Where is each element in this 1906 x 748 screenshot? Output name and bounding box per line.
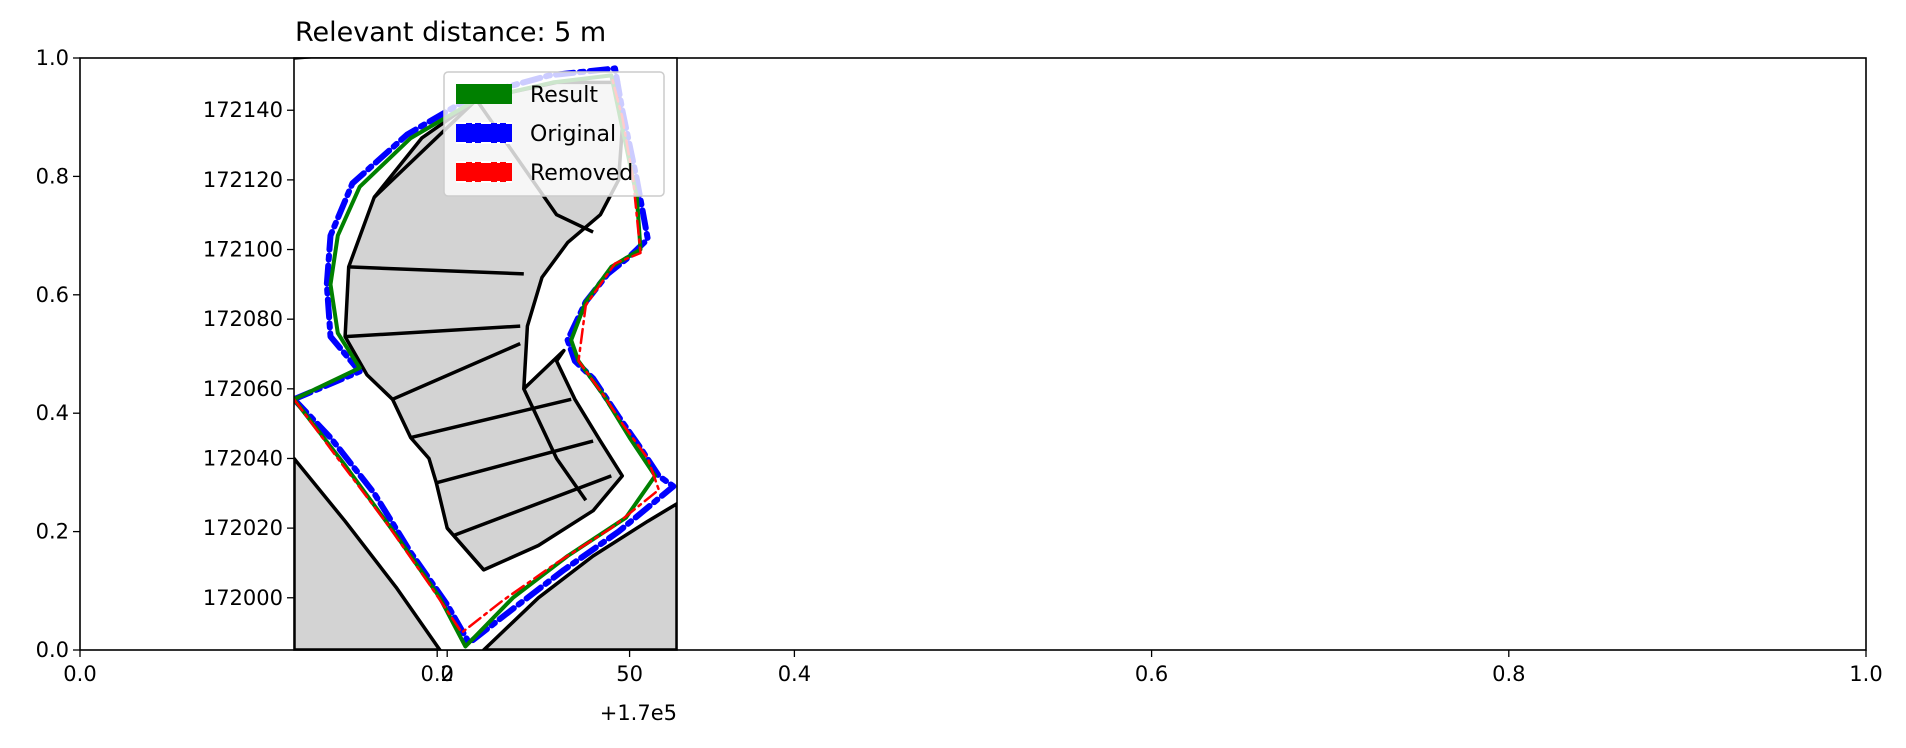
chart-title: Relevant distance: 5 m (295, 17, 606, 48)
parcel-division-line (522, 388, 588, 502)
parcel-bottom-left (294, 456, 442, 650)
parcel-division-line (391, 341, 521, 401)
legend-label-original: Original (530, 122, 616, 147)
legend-label-result: Result (530, 83, 598, 108)
legend-swatch-result (456, 84, 512, 104)
map-axes-frame (293, 57, 678, 651)
map-y-tick-label: 172040 (203, 446, 283, 470)
map-y-tick-label: 172100 (203, 238, 283, 262)
outer-y-tick-label: 0.0 (36, 638, 69, 662)
outer-x-tick-label: 0.2 (420, 662, 453, 686)
outer-axes: 0.0 0.2 0.4 0.6 0.8 1.0 0.0 0.2 0.4 0.6 0.8 1.0 (36, 46, 1883, 686)
outer-x-tick-label: 0.8 (1492, 662, 1525, 686)
map-y-tick-label: 172140 (203, 98, 283, 122)
map-y-tick-label: 172000 (203, 586, 283, 610)
outer-x-tick-label: 0.4 (778, 662, 811, 686)
parcel-division-line (453, 474, 612, 537)
outer-y-tick-label: 0.6 (36, 283, 69, 307)
map-y-tick-label: 172020 (203, 516, 283, 540)
map-y-tick-label: 172120 (203, 168, 283, 192)
outer-y-tick-label: 0.4 (36, 401, 69, 425)
legend: Result Original Removed (443, 71, 665, 197)
parcel-division-line (435, 439, 594, 485)
series-removed-line (294, 74, 661, 634)
parcel-division-line (445, 526, 486, 572)
outer-x-tick-label: 0.0 (63, 662, 96, 686)
series-result-line (294, 73, 658, 649)
map-y-tick-label: 172060 (203, 377, 283, 401)
legend-swatch-removed (456, 162, 512, 182)
parcel-division-line (344, 324, 521, 339)
legend-swatch-original (456, 123, 512, 143)
legend-label-removed: Removed (530, 161, 633, 186)
map-x-offset-label: +1.7e5 (600, 701, 677, 725)
outer-y-tick-label: 1.0 (36, 46, 69, 70)
parcel-division-line (348, 265, 524, 276)
parcel-division-line (410, 397, 572, 440)
outer-axes-frame (79, 57, 1867, 651)
outer-x-tick-label: 1.0 (1849, 662, 1882, 686)
map-x-tick-label: 50 (616, 662, 643, 686)
outer-y-tick-label: 0.8 (36, 164, 69, 188)
outer-y-tick-label: 0.2 (36, 520, 69, 544)
map-y-tick-label: 172080 (203, 307, 283, 331)
parcel-bottom-right (481, 501, 677, 650)
map-x-tick-label: 0 (441, 662, 454, 686)
outer-x-tick-label: 0.6 (1135, 662, 1168, 686)
